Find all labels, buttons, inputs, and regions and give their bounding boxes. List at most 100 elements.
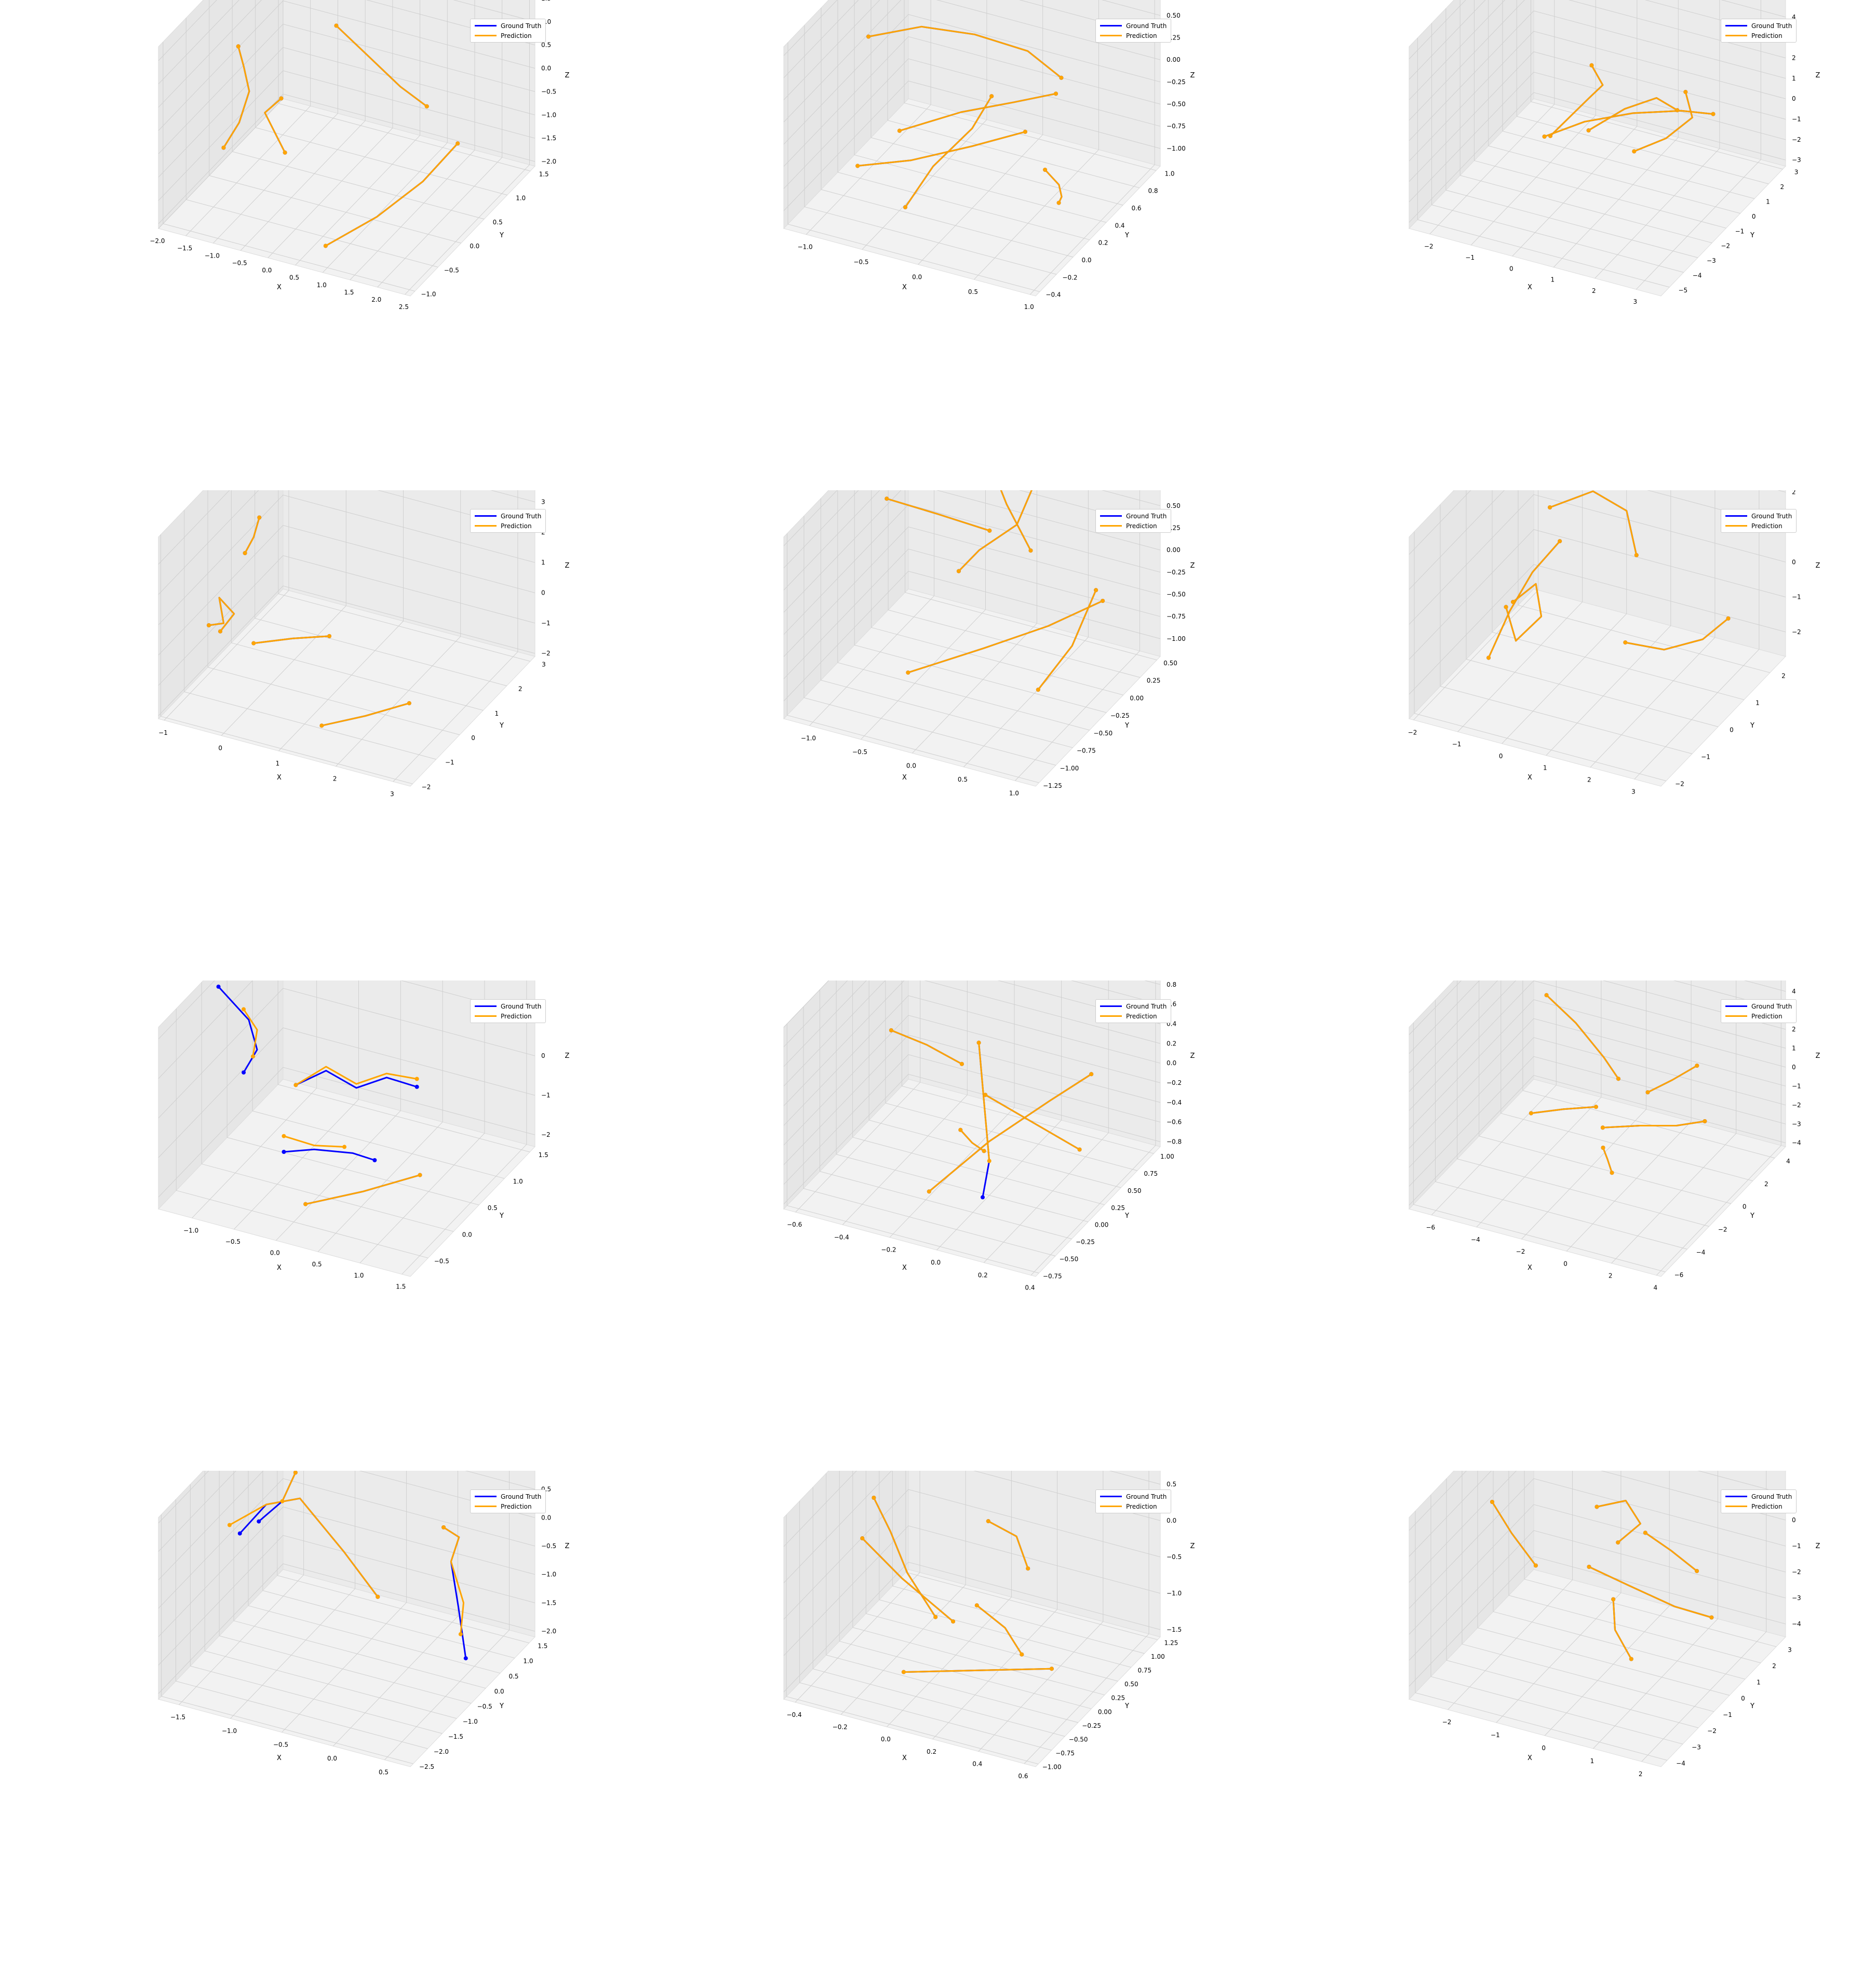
prediction-start-point [906, 670, 910, 675]
y-tick-label: −1.0 [463, 1718, 478, 1725]
grid-lines [1409, 490, 1786, 782]
y-tick-label: −1.00 [1042, 1764, 1062, 1771]
ground-truth-end-point [242, 1070, 246, 1075]
z-tick-label: 0.0 [1167, 1517, 1176, 1524]
prediction-end-point [1533, 1563, 1538, 1568]
x-tick-label: −1 [1452, 741, 1462, 748]
legend-swatch [1725, 1506, 1747, 1507]
z-tick-label: −2.0 [541, 158, 556, 165]
prediction-end-point [987, 528, 992, 533]
y-tick-label: 1 [1757, 1678, 1761, 1686]
legend-swatch [475, 1005, 497, 1007]
side-pane [783, 490, 909, 720]
y-tick-label: 1.00 [1151, 1653, 1165, 1660]
y-tick-label: 0.25 [1111, 1204, 1125, 1212]
prediction-line-4 [976, 1604, 1023, 1656]
legend-label: Prediction [1126, 1012, 1157, 1020]
y-axis-label: Y [1750, 1212, 1754, 1220]
prediction-line-3 [1588, 1566, 1712, 1618]
prediction-end-point [1709, 1615, 1714, 1620]
y-tick-label: −3 [1707, 257, 1716, 264]
z-tick-label: 0.0 [1167, 1059, 1176, 1067]
z-tick-label: 3 [541, 499, 545, 506]
z-tick-label: −2 [1792, 1102, 1801, 1109]
prediction-start-point [983, 1093, 988, 1097]
prediction-end-point [1629, 1657, 1633, 1661]
z-tick-label: −0.2 [1167, 1079, 1182, 1086]
z-tick-label: −1.5 [1167, 1626, 1182, 1633]
z-tick-label: −0.50 [1167, 590, 1186, 598]
z-tick-label: −2 [1792, 628, 1801, 636]
prediction-end-point [987, 1159, 991, 1163]
legend-ground-truth: Ground Truth [475, 21, 541, 31]
ground-truth-start-point [216, 984, 221, 989]
x-tick-label: 0.5 [958, 776, 968, 783]
prediction-line-4 [907, 600, 1104, 674]
prediction-line-1 [244, 517, 260, 554]
prediction-start-point [860, 1536, 865, 1541]
prediction-end-point [1089, 1072, 1094, 1077]
x-tick-label: 3 [1633, 298, 1637, 305]
legend-label: Prediction [501, 1012, 532, 1020]
legend-swatch [1725, 1015, 1747, 1017]
grid-lines [783, 0, 1161, 295]
legend-label: Ground Truth [1126, 22, 1167, 30]
z-tick-label: 0.00 [1167, 56, 1181, 63]
x-tick-label: −0.5 [273, 1741, 288, 1749]
z-tick-label: −0.25 [1167, 569, 1186, 576]
z-tick-label: 0.2 [1167, 1040, 1176, 1047]
prediction-end-point [1616, 1077, 1620, 1081]
prediction-line-5 [1644, 1532, 1698, 1572]
prediction-start-point [1548, 505, 1552, 509]
legend-swatch [1725, 25, 1747, 26]
prediction-line-3 [1505, 583, 1543, 642]
x-tick-label: −1.5 [170, 1714, 185, 1721]
y-tick-label: −1 [1701, 754, 1710, 761]
prediction-line-5 [1037, 589, 1097, 691]
prediction-start-point [293, 1471, 298, 1475]
prediction-start-point [236, 44, 240, 49]
prediction-end-point [342, 1145, 347, 1149]
prediction-start-point [901, 1670, 906, 1674]
prediction-line-1 [1549, 490, 1638, 556]
prediction-line-1 [886, 498, 990, 532]
x-tick-label: −1 [1491, 1731, 1500, 1739]
x-tick-label: 1 [1543, 764, 1547, 772]
prediction-line-3 [252, 635, 330, 644]
z-tick-label: −3 [1792, 1120, 1801, 1127]
legend-ground-truth: Ground Truth [1725, 21, 1792, 31]
prediction-line-2 [1596, 1500, 1641, 1543]
grid-lines [158, 0, 535, 295]
x-tick-label: 3 [1631, 788, 1636, 795]
prediction-start-point [251, 641, 256, 646]
legend-label: Ground Truth [1751, 1002, 1792, 1010]
legend-ground-truth: Ground Truth [1100, 1492, 1167, 1501]
x-tick-label: 0 [1563, 1260, 1567, 1267]
x-tick-label: 2 [1609, 1272, 1613, 1279]
y-tick-label: −6 [1674, 1271, 1684, 1279]
z-tick-label: 0 [1792, 1516, 1796, 1524]
x-tick-label: 2 [333, 775, 337, 783]
z-tick-label: 0.00 [1167, 546, 1181, 554]
x-tick-label: −0.2 [833, 1724, 848, 1731]
prediction-start-point [872, 1496, 876, 1500]
y-axis-label: Y [1750, 232, 1754, 239]
y-tick-label: 1.0 [516, 195, 526, 202]
y-tick-label: −0.5 [434, 1257, 449, 1265]
prediction-line-1 [1549, 64, 1604, 137]
prediction-line-4 [1647, 1065, 1698, 1093]
legend-label: Prediction [1126, 1502, 1157, 1510]
legend-swatch [475, 1506, 497, 1507]
ground-truth-end-point [372, 1158, 377, 1162]
prediction-end-point [1020, 1652, 1024, 1657]
side-pane [783, 0, 909, 230]
y-tick-label: 0.4 [1115, 222, 1124, 229]
z-axis-label: Z [1190, 1542, 1195, 1550]
y-tick-label: −2 [1718, 1226, 1727, 1233]
y-tick-label: 1 [495, 710, 499, 717]
x-tick-label: 0.0 [270, 1250, 280, 1257]
z-tick-label: −1 [1792, 594, 1801, 601]
x-tick-label: 0.5 [379, 1769, 388, 1776]
y-tick-label: 1 [1766, 198, 1770, 206]
subplot-11: Spring Dynamics−0.4−0.20.00.20.40.6−1.00… [625, 1471, 1251, 1961]
